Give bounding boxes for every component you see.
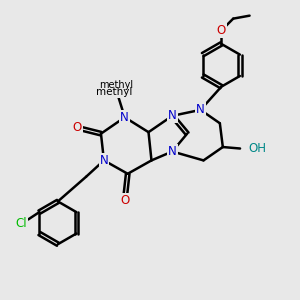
Text: OH: OH — [248, 142, 266, 155]
Text: N: N — [168, 145, 177, 158]
Text: Cl: Cl — [16, 217, 27, 230]
Text: N: N — [120, 111, 129, 124]
Text: N: N — [196, 103, 205, 116]
Text: O: O — [120, 194, 129, 207]
Text: methyl: methyl — [99, 80, 133, 90]
Text: methyl: methyl — [96, 87, 133, 97]
Text: O: O — [217, 24, 226, 37]
Text: N: N — [168, 109, 177, 122]
Text: O: O — [73, 121, 82, 134]
Text: N: N — [100, 154, 108, 167]
